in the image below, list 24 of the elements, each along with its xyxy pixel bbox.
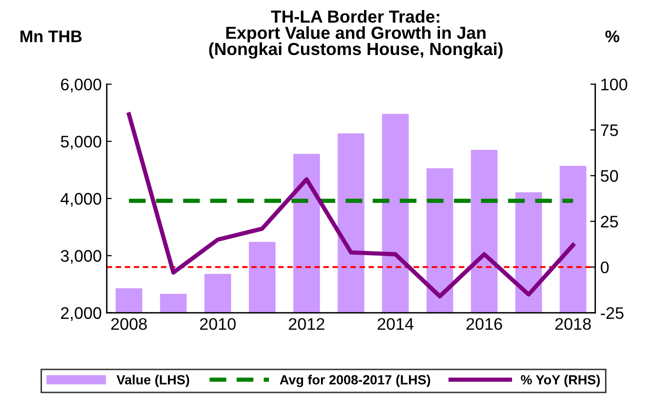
- y2-tick-label: -25: [600, 307, 624, 319]
- chart-title: TH-LA Border Trade: Export Value and Growth in Jan (Nongkai Customs House, Nongkai): [209, 10, 503, 59]
- legend-label: Value (LHS): [116, 374, 190, 388]
- line-series: [126, 112, 576, 298]
- x-tick-label: 2010: [200, 318, 236, 330]
- x-tick-label: 2018: [555, 318, 591, 330]
- y2-tick-label: 75: [600, 124, 618, 136]
- y2-tick-label: 50: [600, 170, 618, 182]
- y-tick-label: 4,000: [60, 192, 102, 207]
- legend-label: % YoY (RHS): [520, 374, 600, 388]
- y2-axis-title: %: [605, 30, 620, 42]
- x-tick-label: 2016: [466, 318, 502, 330]
- y2-tick-label: 100: [601, 78, 628, 90]
- y-axis-title: Mn THB: [20, 30, 82, 42]
- y2-tick-label: 25: [600, 216, 618, 228]
- legend-label: Avg for 2008-2017 (LHS): [280, 374, 430, 388]
- y-tick-label: 3,000: [60, 250, 102, 264]
- x-tick-label: 2014: [378, 318, 414, 330]
- x-tick-label: 2008: [111, 318, 147, 330]
- y-tick-label: 2,000: [61, 307, 102, 321]
- x-tick-label: 2012: [288, 318, 324, 330]
- y2-tick-label: 0: [600, 261, 609, 274]
- y-tick-label: 6,000: [61, 78, 102, 92]
- y-tick-label: 5,000: [60, 136, 102, 150]
